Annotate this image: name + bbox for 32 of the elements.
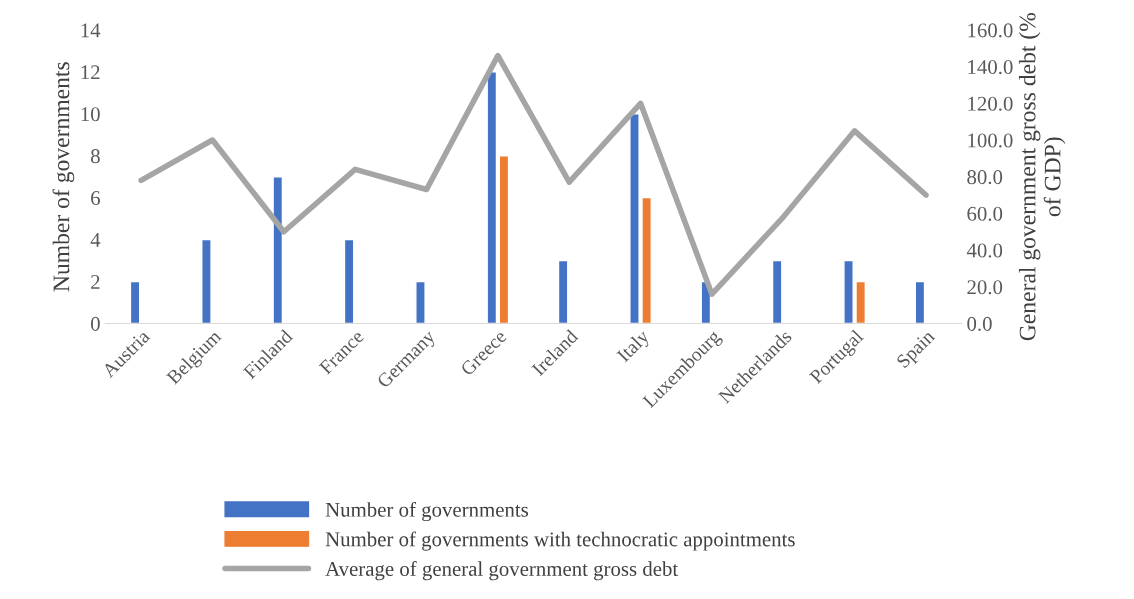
y2-tick-label: 20.0 bbox=[967, 280, 1003, 295]
y2-tick-label: 100.0 bbox=[968, 133, 1013, 148]
y2-tick-label: 0.0 bbox=[967, 316, 992, 331]
y2-tick-label: 80.0 bbox=[967, 170, 1003, 185]
y2-tick-label: 120.0 bbox=[968, 96, 1013, 111]
legend-label: Average of general government gross debt bbox=[325, 561, 679, 581]
y2-tick-label: 40.0 bbox=[966, 243, 1003, 258]
y-axis-title: Number of governments bbox=[52, 62, 75, 292]
y-tick-label: 6 bbox=[91, 191, 100, 206]
y2-tick-label: 140.0 bbox=[968, 60, 1013, 75]
bar bbox=[343, 238, 355, 324]
bar bbox=[272, 176, 284, 324]
bar bbox=[557, 259, 569, 324]
y-tick-label: 10 bbox=[81, 107, 100, 122]
bar bbox=[201, 238, 212, 324]
bar bbox=[771, 259, 783, 324]
bar bbox=[129, 280, 141, 324]
y-tick-label: 12 bbox=[81, 65, 100, 80]
bar bbox=[486, 71, 498, 324]
bar bbox=[415, 280, 426, 324]
bar bbox=[498, 155, 510, 324]
bar bbox=[914, 280, 926, 324]
y-tick-label: 14 bbox=[81, 23, 101, 38]
y-tick-label: 2 bbox=[91, 274, 100, 289]
y-tick-label: 8 bbox=[90, 149, 100, 164]
legend-label: Number of governments with technocratic appointments bbox=[325, 531, 795, 551]
legend-label: Number of governments bbox=[325, 501, 529, 522]
y-tick-label: 0 bbox=[90, 316, 100, 331]
y2-axis-title: General government gross debt (% of GDP) bbox=[1018, 12, 1066, 341]
y2-tick-label: 60.0 bbox=[967, 206, 1003, 221]
y-tick-label: 4 bbox=[90, 233, 101, 247]
y2-tick-label: 160.0 bbox=[968, 23, 1013, 38]
